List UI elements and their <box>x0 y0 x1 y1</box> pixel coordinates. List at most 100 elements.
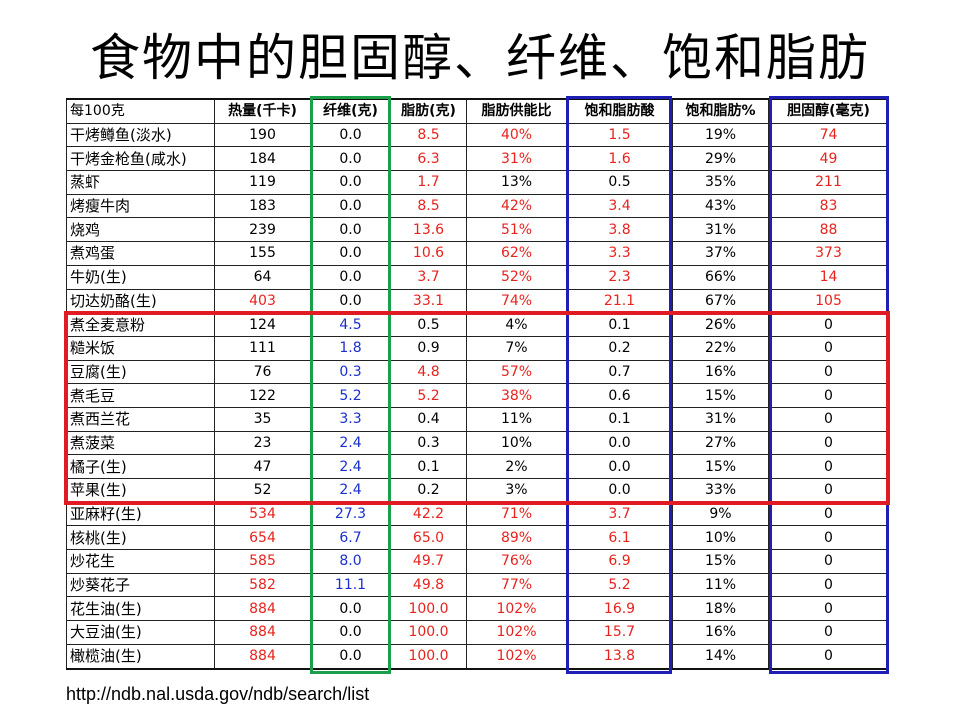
value-cell: 3.4 <box>566 193 673 219</box>
value-cell: 884 <box>214 596 311 622</box>
value-cell: 52 <box>214 478 311 503</box>
value-cell: 47 <box>214 454 311 479</box>
column-header: 每100克 <box>66 97 215 124</box>
value-cell: 0 <box>768 406 889 432</box>
value-cell: 0 <box>768 501 889 527</box>
table-row: 蒸虾 119 0.0 1.7 13% 0.5 35% 211 <box>66 170 889 195</box>
value-cell: 49.7 <box>390 549 467 574</box>
value-cell: 35 <box>214 406 311 432</box>
value-cell: 211 <box>768 170 889 195</box>
value-cell: 0.0 <box>566 478 673 503</box>
source-url: http://ndb.nal.usda.gov/ndb/search/list <box>66 684 370 704</box>
value-cell: 4.8 <box>390 359 467 385</box>
value-cell: 51% <box>466 217 567 243</box>
value-cell: 15% <box>672 454 769 479</box>
value-cell: 88 <box>768 217 889 243</box>
value-cell: 22% <box>672 335 769 361</box>
value-cell: 37% <box>672 241 769 266</box>
value-cell: 16% <box>672 620 769 645</box>
table-row: 烧鸡 239 0.0 13.6 51% 3.8 31% 88 <box>66 217 889 243</box>
value-cell: 76% <box>466 549 567 574</box>
value-cell: 0.2 <box>566 335 673 361</box>
value-cell: 0.3 <box>310 359 391 385</box>
value-cell: 5.2 <box>390 383 467 408</box>
value-cell: 102% <box>466 596 567 622</box>
value-cell: 190 <box>214 122 311 148</box>
value-cell: 0 <box>768 383 889 408</box>
value-cell: 74 <box>768 122 889 148</box>
value-cell: 0.0 <box>310 596 391 622</box>
value-cell: 6.7 <box>310 525 391 551</box>
value-cell: 19% <box>672 122 769 148</box>
value-cell: 8.5 <box>390 193 467 219</box>
value-cell: 0 <box>768 525 889 551</box>
value-cell: 27.3 <box>310 501 391 527</box>
food-name-cell: 糙米饭 <box>66 335 215 361</box>
value-cell: 15.7 <box>566 620 673 645</box>
value-cell: 31% <box>672 217 769 243</box>
table-body: 干烤鳟鱼(淡水) 190 0.0 8.5 40% 1.5 19% 74 干烤金枪鱼(咸水) 184… <box>66 122 889 670</box>
food-name-cell: 炒花生 <box>66 549 215 574</box>
table-row: 干烤金枪鱼(咸水) 184 0.0 6.3 31% 1.6 29% 49 <box>66 146 889 172</box>
value-cell: 0 <box>768 430 889 456</box>
value-cell: 11% <box>466 406 567 432</box>
table-row: 花生油(生) 884 0.0 100.0 102% 16.9 18% 0 <box>66 596 889 622</box>
value-cell: 10% <box>672 525 769 551</box>
value-cell: 184 <box>214 146 311 172</box>
value-cell: 155 <box>214 241 311 266</box>
value-cell: 0 <box>768 359 889 385</box>
value-cell: 3.8 <box>566 217 673 243</box>
value-cell: 100.0 <box>390 643 467 670</box>
food-name-cell: 煮毛豆 <box>66 383 215 408</box>
food-name-cell: 干烤鳟鱼(淡水) <box>66 122 215 148</box>
value-cell: 40% <box>466 122 567 148</box>
value-cell: 3.3 <box>566 241 673 266</box>
value-cell: 42.2 <box>390 501 467 527</box>
value-cell: 0 <box>768 454 889 479</box>
value-cell: 1.5 <box>566 122 673 148</box>
value-cell: 62% <box>466 241 567 266</box>
value-cell: 2.3 <box>566 264 673 290</box>
value-cell: 0.5 <box>566 170 673 195</box>
food-name-cell: 烤瘦牛肉 <box>66 193 215 219</box>
value-cell: 2.4 <box>310 430 391 456</box>
value-cell: 0 <box>768 643 889 670</box>
value-cell: 21.1 <box>566 288 673 314</box>
value-cell: 42% <box>466 193 567 219</box>
value-cell: 0.0 <box>310 146 391 172</box>
food-name-cell: 煮全麦意粉 <box>66 312 215 337</box>
value-cell: 89% <box>466 525 567 551</box>
value-cell: 33.1 <box>390 288 467 314</box>
value-cell: 10% <box>466 430 567 456</box>
value-cell: 0.0 <box>310 620 391 645</box>
value-cell: 102% <box>466 643 567 670</box>
value-cell: 3.7 <box>390 264 467 290</box>
value-cell: 0.2 <box>390 478 467 503</box>
value-cell: 74% <box>466 288 567 314</box>
food-name-cell: 亚麻籽(生) <box>66 501 215 527</box>
value-cell: 100.0 <box>390 620 467 645</box>
value-cell: 0 <box>768 335 889 361</box>
food-name-cell: 切达奶酪(生) <box>66 288 215 314</box>
value-cell: 100.0 <box>390 596 467 622</box>
food-name-cell: 煮菠菜 <box>66 430 215 456</box>
value-cell: 11% <box>672 572 769 598</box>
value-cell: 2% <box>466 454 567 479</box>
value-cell: 105 <box>768 288 889 314</box>
food-name-cell: 干烤金枪鱼(咸水) <box>66 146 215 172</box>
value-cell: 10.6 <box>390 241 467 266</box>
column-header: 脂肪供能比 <box>466 97 567 124</box>
food-name-cell: 豆腐(生) <box>66 359 215 385</box>
value-cell: 0.6 <box>566 383 673 408</box>
value-cell: 27% <box>672 430 769 456</box>
value-cell: 13.6 <box>390 217 467 243</box>
value-cell: 6.1 <box>566 525 673 551</box>
table-row: 切达奶酪(生) 403 0.0 33.1 74% 21.1 67% 105 <box>66 288 889 314</box>
food-name-cell: 苹果(生) <box>66 478 215 503</box>
value-cell: 66% <box>672 264 769 290</box>
value-cell: 3.3 <box>310 406 391 432</box>
food-name-cell: 煮鸡蛋 <box>66 241 215 266</box>
value-cell: 0 <box>768 478 889 503</box>
value-cell: 2.4 <box>310 478 391 503</box>
value-cell: 1.7 <box>390 170 467 195</box>
